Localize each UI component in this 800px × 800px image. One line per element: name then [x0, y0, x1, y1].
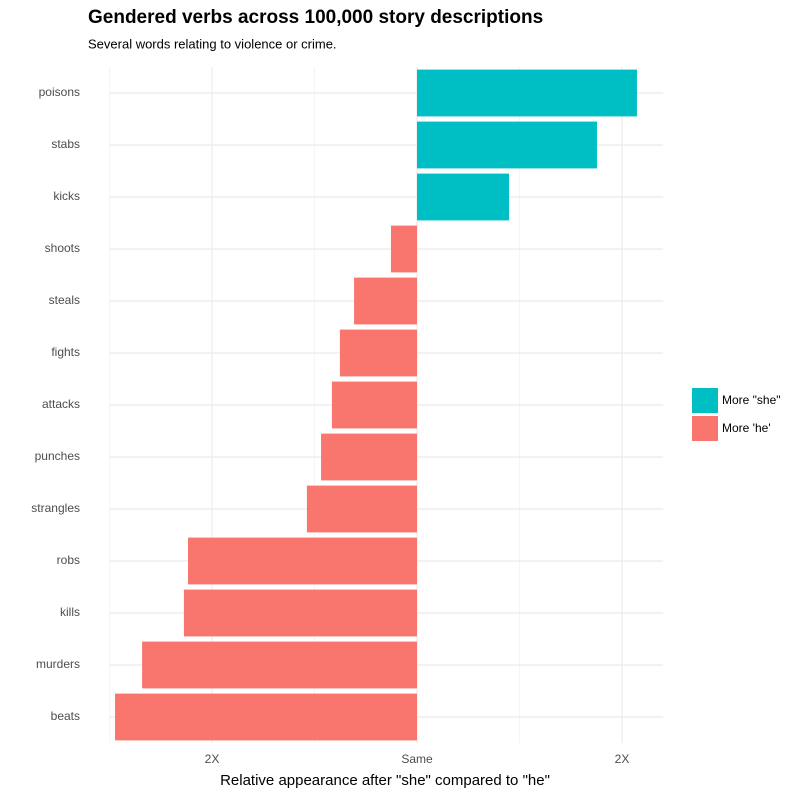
x-tick-label: Same: [401, 752, 433, 766]
bar: [115, 693, 417, 741]
chart-subtitle: Several words relating to violence or cr…: [88, 36, 337, 51]
bar: [417, 69, 637, 117]
legend-label: More "she": [722, 393, 781, 407]
bar: [390, 225, 417, 273]
legend-swatch: [692, 388, 718, 413]
y-tick-label: strangles: [31, 501, 80, 515]
y-tick-label: attacks: [42, 397, 80, 411]
bar: [306, 485, 417, 533]
y-tick-label: poisons: [39, 85, 80, 99]
y-tick-label: kicks: [53, 189, 80, 203]
x-tick-label: 2X: [205, 752, 220, 766]
y-tick-label: kills: [60, 605, 80, 619]
y-tick-label: shoots: [45, 241, 80, 255]
bar: [188, 537, 417, 585]
y-tick-label: fights: [51, 345, 80, 359]
chart-title: Gendered verbs across 100,000 story desc…: [88, 7, 543, 28]
legend-swatch: [692, 416, 718, 441]
bar: [321, 433, 417, 481]
bar: [417, 121, 597, 169]
bar: [339, 329, 417, 377]
y-tick-label: beats: [51, 709, 80, 723]
y-tick-label: murders: [36, 657, 80, 671]
legend-label: More 'he': [722, 421, 771, 435]
y-tick-label: punches: [35, 449, 80, 463]
bar: [331, 381, 417, 429]
x-tick-label: 2X: [615, 752, 630, 766]
y-tick-label: robs: [57, 553, 80, 567]
bar: [354, 277, 417, 325]
bar: [142, 641, 417, 689]
bar: [417, 173, 510, 221]
y-tick-label: stabs: [51, 137, 80, 151]
bar: [183, 589, 417, 637]
y-tick-label: steals: [49, 293, 80, 307]
x-axis-label: Relative appearance after "she" compared…: [220, 772, 550, 789]
